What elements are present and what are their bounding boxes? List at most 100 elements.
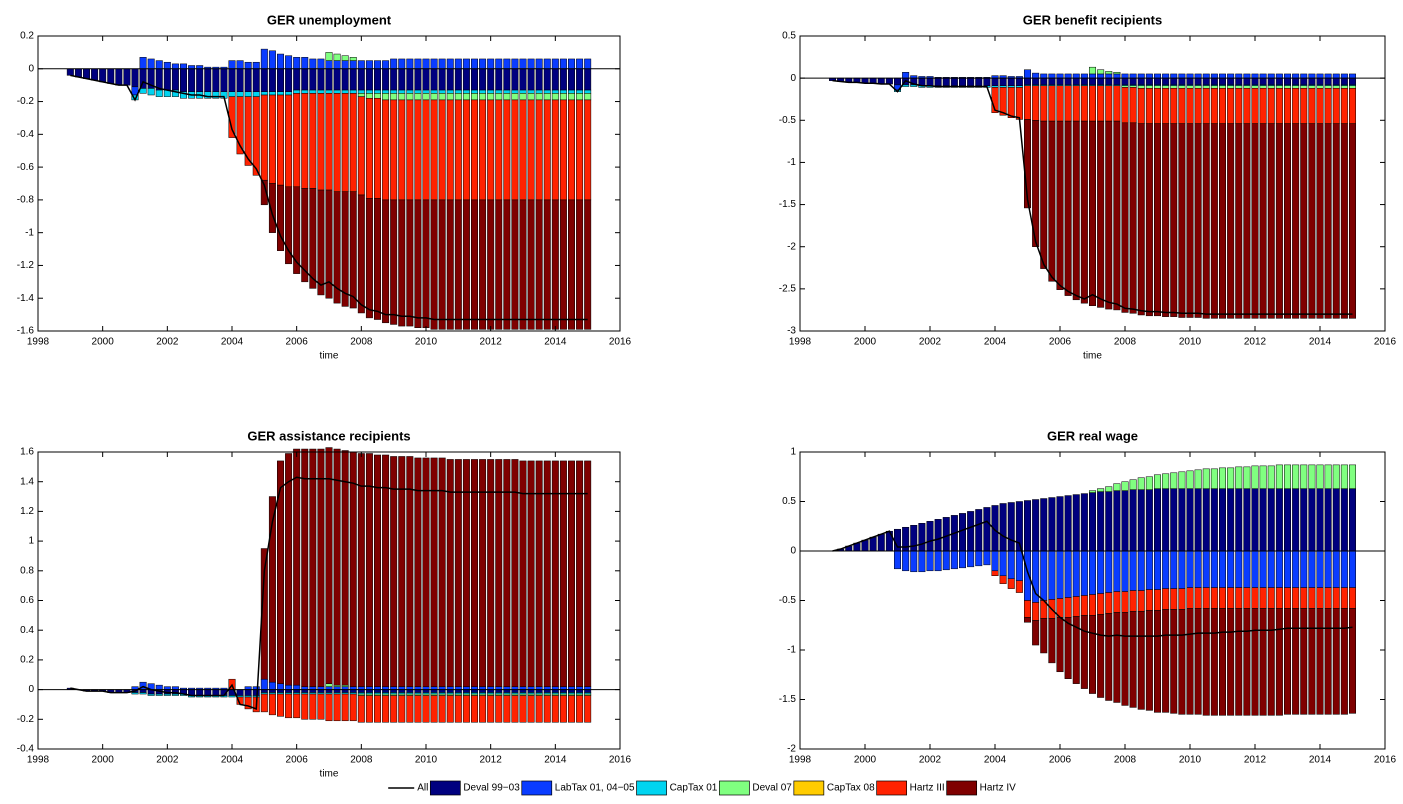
bar bbox=[479, 58, 487, 70]
x-axis-label: time bbox=[1083, 351, 1102, 362]
bar bbox=[390, 199, 398, 325]
bar bbox=[1015, 87, 1023, 120]
bar bbox=[1349, 587, 1356, 609]
bar bbox=[576, 68, 584, 91]
bar bbox=[1105, 85, 1113, 122]
bar bbox=[495, 459, 503, 687]
bar bbox=[180, 91, 187, 99]
bar bbox=[1227, 85, 1235, 89]
bar bbox=[999, 85, 1007, 88]
chart-title: GER assistance recipients bbox=[247, 428, 410, 443]
bar bbox=[341, 60, 349, 70]
bar bbox=[1300, 77, 1308, 86]
bar bbox=[1259, 587, 1267, 609]
bar bbox=[1275, 587, 1283, 609]
bar bbox=[535, 93, 543, 101]
bar bbox=[365, 198, 373, 319]
bar bbox=[1300, 88, 1308, 124]
bar bbox=[1267, 88, 1275, 124]
x-tick-label: 2008 bbox=[1114, 755, 1137, 766]
bar bbox=[236, 91, 244, 97]
y-tick-label: -1.5 bbox=[779, 694, 797, 705]
series: Deval 07 bbox=[1089, 464, 1356, 493]
bar bbox=[1178, 609, 1186, 715]
bar bbox=[926, 550, 934, 572]
x-tick-label: 2014 bbox=[1309, 337, 1332, 348]
bar bbox=[414, 199, 422, 328]
bar bbox=[983, 77, 991, 86]
bar bbox=[1235, 77, 1243, 86]
bar bbox=[83, 68, 90, 79]
bar bbox=[301, 448, 309, 687]
bar bbox=[277, 91, 284, 96]
bar bbox=[487, 459, 495, 687]
bar bbox=[487, 93, 495, 101]
bar bbox=[1129, 489, 1137, 552]
bar bbox=[390, 58, 398, 70]
x-tick-label: 2012 bbox=[1244, 337, 1267, 348]
legend-label: All bbox=[417, 783, 428, 794]
bar bbox=[204, 689, 212, 696]
bar bbox=[99, 68, 107, 83]
bar bbox=[1316, 88, 1324, 124]
bar bbox=[414, 695, 422, 723]
bar bbox=[1332, 488, 1340, 552]
bar bbox=[527, 93, 535, 101]
bar bbox=[1145, 610, 1153, 711]
bar bbox=[1267, 77, 1275, 86]
bar bbox=[1056, 85, 1064, 122]
bar bbox=[543, 695, 551, 723]
bar bbox=[1032, 85, 1040, 121]
bar bbox=[1324, 464, 1332, 489]
bar bbox=[576, 460, 584, 687]
bar bbox=[446, 93, 454, 101]
bar bbox=[1349, 488, 1356, 552]
bar bbox=[66, 68, 74, 76]
bar bbox=[1007, 578, 1015, 589]
y-tick-label: -2 bbox=[787, 241, 796, 252]
bar bbox=[1194, 123, 1202, 318]
bar bbox=[535, 460, 543, 687]
bar bbox=[212, 68, 220, 92]
bar bbox=[277, 53, 284, 70]
bar bbox=[1251, 85, 1259, 89]
y-tick-label: -0.5 bbox=[779, 595, 797, 606]
bar bbox=[1121, 73, 1129, 79]
bar bbox=[1308, 85, 1316, 89]
bar bbox=[1048, 85, 1056, 122]
x-tick-label: 2006 bbox=[286, 755, 309, 766]
bar bbox=[1105, 550, 1113, 593]
bar bbox=[414, 457, 422, 687]
bar bbox=[1113, 490, 1121, 552]
bar bbox=[188, 68, 196, 92]
series: Hartz III bbox=[991, 570, 1356, 621]
bar bbox=[1056, 617, 1064, 673]
bar bbox=[1080, 595, 1088, 616]
bar bbox=[430, 93, 438, 101]
bar bbox=[333, 60, 341, 70]
bar bbox=[1267, 123, 1275, 319]
bar bbox=[471, 58, 478, 70]
bar bbox=[406, 93, 414, 101]
y-tick-label: -3 bbox=[787, 326, 796, 337]
bar bbox=[926, 77, 934, 86]
bar bbox=[1064, 77, 1072, 86]
bar bbox=[382, 454, 390, 687]
bar bbox=[1064, 597, 1072, 618]
bar bbox=[535, 58, 543, 70]
bar bbox=[1113, 483, 1121, 491]
bar bbox=[1332, 464, 1340, 489]
bar bbox=[382, 199, 390, 324]
bar bbox=[163, 68, 171, 91]
bar bbox=[462, 199, 470, 330]
bar bbox=[1324, 587, 1332, 609]
bar bbox=[543, 93, 551, 101]
bar bbox=[1040, 498, 1048, 552]
bar bbox=[1007, 550, 1015, 579]
bar bbox=[1040, 73, 1048, 79]
bar bbox=[430, 695, 438, 723]
bar bbox=[446, 199, 454, 330]
bar bbox=[1316, 85, 1324, 89]
bar bbox=[902, 84, 910, 87]
bar bbox=[1048, 618, 1056, 664]
